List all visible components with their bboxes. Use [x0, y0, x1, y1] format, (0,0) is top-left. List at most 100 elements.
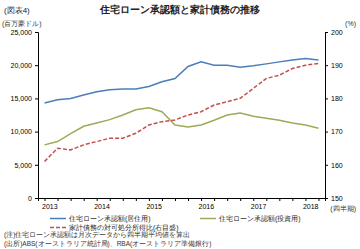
y-tick-mark — [35, 165, 38, 166]
y-tick-mark — [35, 198, 38, 199]
y2-tick-mark — [325, 132, 328, 133]
x-tick — [123, 198, 124, 201]
x-tick — [162, 198, 163, 201]
x-tick-mark — [162, 198, 163, 201]
legend-swatch — [50, 227, 66, 229]
x-tick: 2015 — [146, 198, 162, 210]
y-tick-label: 15,000 — [11, 95, 33, 102]
y-tick: 15,000 — [11, 95, 38, 102]
y-tick-label: 20,000 — [11, 62, 33, 69]
x-tick — [318, 198, 319, 201]
y2-tick-mark — [325, 165, 328, 166]
x-tick: 2018 — [303, 198, 319, 210]
x-tick-mark — [84, 198, 85, 201]
x-tick: 2014 — [94, 198, 110, 210]
y2-tick-label: 150 — [331, 195, 343, 202]
x-tick: 2013 — [42, 198, 58, 210]
y2-tick: 190 — [325, 62, 343, 69]
y2-tick-mark — [325, 65, 328, 66]
y-axis: 0 5,000 10,000 15,000 20,000 25,000 — [11, 29, 39, 202]
y-tick: 0 — [28, 195, 38, 202]
x-tick-mark — [305, 198, 306, 201]
x-tick-mark — [279, 198, 280, 201]
legend-item: 住宅ローン承認額(投資用) — [200, 215, 301, 223]
x-tick: 2016 — [199, 198, 215, 210]
y-tick-label: 0 — [28, 195, 32, 202]
y2-tick-label: 180 — [331, 95, 343, 102]
y-axis-line — [35, 33, 39, 199]
y2-tick: 160 — [325, 162, 343, 169]
x-tick-mark — [214, 198, 215, 201]
y2-tick-label: 190 — [331, 62, 343, 69]
y2-tick: 200 — [325, 29, 343, 36]
y2-tick-mark — [325, 32, 328, 33]
series-line — [45, 59, 319, 103]
x-tick — [292, 198, 293, 201]
x-tick — [84, 198, 85, 201]
x-axis-title: (四半期) — [330, 205, 356, 213]
x-tick-mark — [253, 198, 254, 201]
x-tick — [240, 198, 241, 201]
x-tick — [266, 198, 267, 201]
y2-tick-label: 170 — [331, 128, 343, 135]
note: (注)住宅ローン承認額は月次データから四半期平均値を算出 — [4, 231, 190, 239]
x-tick-mark — [292, 198, 293, 201]
x-tick — [279, 198, 280, 201]
x-tick-mark — [45, 198, 46, 201]
legend-label: 住宅ローン承認額(居住用) — [68, 215, 151, 223]
x-tick — [136, 198, 137, 201]
y-tick: 10,000 — [11, 128, 38, 135]
y2-axis-title: (%) — [345, 20, 356, 28]
y-tick-label: 25,000 — [11, 29, 33, 36]
chart: (図表4) 住宅ローン承認額と家計債務の推移 (百万豪ドル) (%) 0 5,000 10,… — [0, 0, 360, 249]
x-tick-label: 2018 — [303, 203, 319, 210]
x-tick — [227, 198, 228, 201]
x-tick-label: 2017 — [251, 203, 267, 210]
y2-tick-mark — [325, 98, 328, 99]
y2-tick-label: 200 — [331, 29, 343, 36]
y2-tick: 180 — [325, 95, 343, 102]
plot: 05,00010,00015,00020,00025,0001501601701… — [11, 29, 343, 210]
x-tick-mark — [240, 198, 241, 201]
y-tick-mark — [35, 65, 38, 66]
x-tick-mark — [58, 198, 59, 201]
x-tick-mark — [110, 198, 111, 201]
y2-tick-label: 160 — [331, 162, 343, 169]
x-tick — [71, 198, 72, 201]
y-tick-mark — [35, 132, 38, 133]
x-tick: 2017 — [251, 198, 267, 210]
subtitle: (図表4) — [4, 6, 30, 15]
x-tick-mark — [71, 198, 72, 201]
y-tick-label: 5,000 — [14, 162, 32, 169]
y-tick: 5,000 — [14, 162, 38, 169]
x-tick — [110, 198, 111, 201]
y-tick: 20,000 — [11, 62, 38, 69]
x-tick — [188, 198, 189, 201]
x-tick-label: 2015 — [146, 203, 162, 210]
series-line — [45, 108, 319, 145]
y-axis-title: (百万豪ドル) — [2, 20, 42, 28]
y-tick-mark — [35, 98, 38, 99]
x-tick-label: 2013 — [42, 203, 58, 210]
x-tick-mark — [227, 198, 228, 201]
x-tick-label: 2016 — [199, 203, 215, 210]
legend-swatch — [50, 218, 66, 220]
series-line — [45, 64, 319, 162]
title: 住宅ローン承認額と家計債務の推移 — [99, 4, 260, 15]
y2-tick: 150 — [325, 195, 343, 202]
legend: 住宅ローン承認額(居住用)住宅ローン承認額(投資用)家計債務の対可処分所得比(右… — [50, 215, 301, 232]
x-tick-mark — [201, 198, 202, 201]
x-tick-mark — [136, 198, 137, 201]
x-tick-mark — [175, 198, 176, 201]
x-tick — [175, 198, 176, 201]
legend-swatch — [200, 218, 216, 220]
note: (出所)ABS(オーストラリア統計局)、RBA(オーストラリア準備銀行) — [4, 240, 211, 248]
y-tick: 25,000 — [11, 29, 38, 36]
x-tick — [58, 198, 59, 201]
x-tick-mark — [318, 198, 319, 201]
x-axis: 2013 2014 2015 2016 2017 2018 — [39, 198, 326, 210]
x-tick-mark — [188, 198, 189, 201]
x-tick-mark — [149, 198, 150, 201]
y2-axis: 150 160 170 180 190 200 — [325, 29, 343, 202]
y-tick-mark — [35, 32, 38, 33]
